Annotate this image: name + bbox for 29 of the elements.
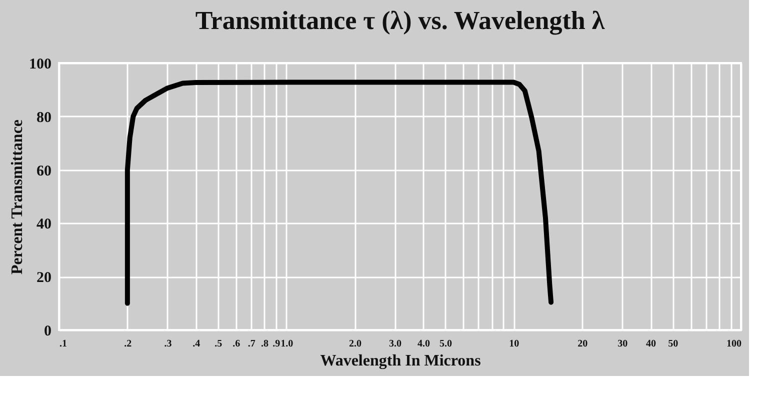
y-tick-label: 100	[29, 56, 52, 72]
x-tick-label: .5	[214, 338, 222, 350]
y-axis-title: Percent Transmittance	[9, 119, 26, 275]
x-tick-label: .3	[164, 338, 172, 350]
x-tick-label: 40	[646, 338, 656, 350]
y-tick-label: 40	[36, 216, 52, 233]
chart-title: Transmittance τ (λ) vs. Wavelength λ	[195, 6, 605, 35]
x-tick-label: .1	[60, 338, 67, 350]
x-tick-label: 3.0	[389, 338, 402, 350]
x-tick-label: 20	[578, 338, 588, 350]
y-tick-label: 80	[36, 110, 52, 126]
x-tick-label: 5.0	[439, 338, 452, 350]
x-tick-label: 30	[618, 338, 628, 350]
x-tick-label: .6	[232, 338, 240, 350]
y-tick-label: 20	[36, 270, 52, 286]
x-tick-label: 10	[509, 338, 520, 350]
x-tick-label: 1.0	[280, 338, 294, 350]
x-tick-label: .4	[192, 338, 200, 350]
x-tick-label: 50	[668, 338, 678, 350]
y-tick-label: 60	[36, 163, 52, 180]
x-tick-label: .7	[248, 338, 256, 350]
x-tick-label: .9	[272, 338, 280, 350]
x-axis-title: Wavelength In Microns	[320, 352, 481, 370]
x-tick-label: 100	[726, 338, 742, 350]
x-tick-label: .8	[261, 338, 269, 350]
x-tick-label: 2.0	[349, 338, 362, 350]
y-tick-label: 0	[44, 324, 52, 340]
x-tick-label: .2	[124, 338, 132, 350]
x-tick-label: 4.0	[417, 338, 430, 350]
